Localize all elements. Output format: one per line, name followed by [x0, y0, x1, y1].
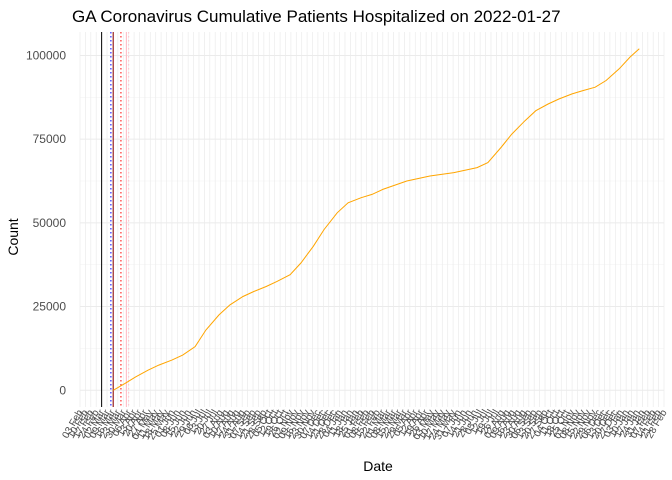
y-axis-ticks: 0 25000 50000 75000 100000	[26, 48, 66, 397]
y-tick-label: 0	[59, 383, 66, 397]
y-tick-label: 100000	[26, 48, 66, 62]
x-axis-title: Date	[363, 458, 393, 474]
chart-title: GA Coronavirus Cumulative Patients Hospi…	[72, 7, 561, 26]
y-axis-title: Count	[5, 218, 21, 255]
y-tick-label: 50000	[33, 216, 67, 230]
grid	[79, 32, 665, 407]
reference-lines	[101, 32, 130, 407]
y-tick-label: 25000	[33, 300, 67, 314]
series-layer	[112, 48, 640, 391]
series-line-hospitalized	[112, 48, 640, 391]
y-tick-label: 75000	[33, 132, 67, 146]
